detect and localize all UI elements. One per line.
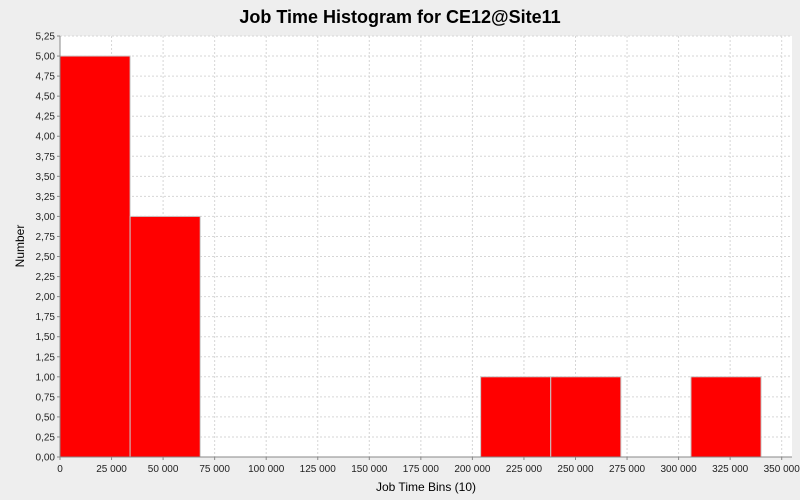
- y-tick-label: 0,25: [36, 432, 56, 443]
- x-tick-label: 225 000: [506, 464, 543, 475]
- x-tick-label: 125 000: [300, 464, 337, 475]
- histogram-bar: [59, 55, 131, 458]
- x-tick-label: 300 000: [661, 464, 698, 475]
- y-tick-label: 0,00: [36, 453, 56, 464]
- y-tick-label: 3,75: [36, 152, 56, 163]
- x-tick-label: 25 000: [96, 464, 127, 475]
- axes: [57, 35, 792, 460]
- y-tick-label: 5,25: [36, 32, 56, 43]
- y-axis-label: Number: [13, 225, 27, 268]
- y-tick-label: 4,50: [36, 92, 56, 103]
- x-tick-label: 100 000: [248, 464, 285, 475]
- y-tick-label: 4,25: [36, 112, 56, 123]
- y-tick-label: 2,75: [36, 232, 56, 243]
- y-tick-label: 2,00: [36, 292, 56, 303]
- y-tick-label: 2,25: [36, 272, 56, 283]
- x-tick-label: 150 000: [351, 464, 388, 475]
- y-tick-label: 1,50: [36, 332, 56, 343]
- chart-title: Job Time Histogram for CE12@Site11: [239, 7, 560, 27]
- y-tick-label: 3,50: [36, 172, 56, 183]
- x-tick-label: 325 000: [712, 464, 749, 475]
- y-tick-label: 1,00: [36, 372, 56, 383]
- y-tick-label: 1,75: [36, 312, 56, 323]
- y-tick-label: 0,75: [36, 392, 56, 403]
- histogram-bar: [690, 376, 762, 458]
- x-tick-label: 75 000: [199, 464, 230, 475]
- histogram-bar: [129, 215, 201, 458]
- x-tick-label: 275 000: [609, 464, 646, 475]
- x-tick-labels: 0 25 000 50 000 75 000 100 000 125 000 150 000…: [57, 464, 800, 475]
- x-tick-label: 0: [57, 464, 63, 475]
- histogram-bar: [480, 376, 552, 458]
- y-tick-label: 5,00: [36, 52, 56, 63]
- y-tick-labels: 0,00 0,25 0,50 0,75 1,00 1,25 1,50 1,75 2,00 2,25…: [36, 32, 56, 464]
- x-tick-label: 50 000: [148, 464, 179, 475]
- y-tick-label: 3,00: [36, 212, 56, 223]
- y-tick-label: 3,25: [36, 192, 56, 203]
- y-tick-label: 4,00: [36, 132, 56, 143]
- y-tick-label: 1,25: [36, 352, 56, 363]
- y-tick-label: 4,75: [36, 72, 56, 83]
- y-tick-label: 0,50: [36, 412, 56, 423]
- x-tick-label: 200 000: [454, 464, 491, 475]
- histogram-bar: [550, 376, 622, 458]
- x-tick-label: 350 000: [764, 464, 800, 475]
- x-tick-label: 250 000: [557, 464, 594, 475]
- y-tick-label: 2,50: [36, 252, 56, 263]
- bars: [59, 55, 762, 458]
- x-tick-label: 175 000: [403, 464, 440, 475]
- x-axis-label: Job Time Bins (10): [376, 480, 476, 494]
